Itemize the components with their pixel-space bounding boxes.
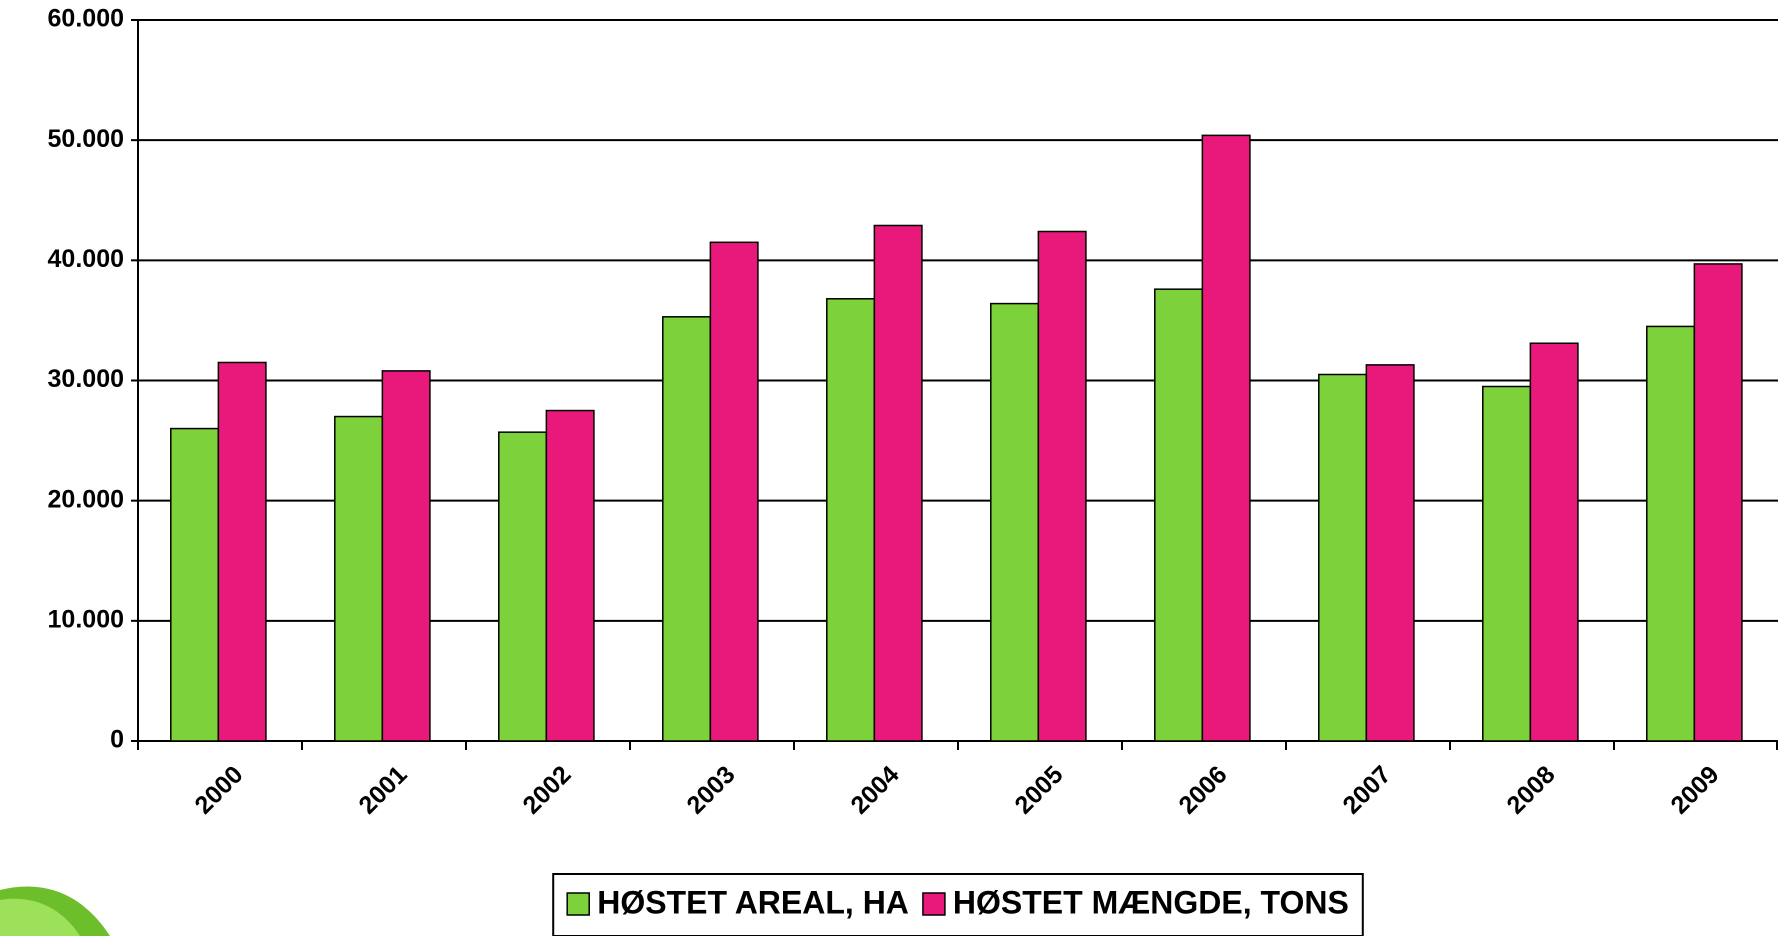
x-tick-label: 2005 — [1009, 760, 1068, 819]
y-tick-label: 30.000 — [48, 365, 124, 393]
y-tick-label: 40.000 — [48, 245, 124, 273]
bar — [218, 362, 266, 741]
y-tick-label: 60.000 — [48, 5, 124, 33]
legend-label: HØSTET MÆNGDE, TONS — [953, 884, 1349, 920]
bar — [827, 299, 875, 741]
bar — [1038, 231, 1086, 741]
legend-swatch — [567, 893, 589, 915]
y-tick-label: 10.000 — [48, 605, 124, 633]
bar — [1202, 135, 1250, 741]
chart: 0 10.000 20.000 30.000 40.000 50.000 60.000 200… — [0, 0, 1778, 936]
x-tick-label: 2009 — [1665, 760, 1724, 819]
bar — [335, 417, 383, 741]
bar — [874, 225, 922, 741]
x-tick-label: 2002 — [517, 760, 576, 819]
y-tick-label: 50.000 — [48, 125, 124, 153]
bar — [1694, 264, 1742, 741]
bar — [1530, 343, 1578, 741]
x-tick-label: 2007 — [1337, 760, 1396, 819]
y-tick-label: 0 — [110, 726, 124, 754]
bar — [1647, 326, 1695, 741]
bar — [710, 242, 758, 741]
x-tick-label: 2000 — [189, 760, 248, 819]
x-tick-label: 2001 — [353, 760, 412, 819]
x-tick-label: 2008 — [1501, 760, 1560, 819]
bar — [1155, 289, 1203, 741]
y-tick-label: 20.000 — [48, 485, 124, 513]
x-tick-label: 2004 — [845, 760, 904, 819]
legend-swatch — [923, 893, 945, 915]
bar — [1483, 387, 1531, 741]
x-tick-label: 2006 — [1173, 760, 1232, 819]
bar — [499, 432, 547, 741]
bar — [546, 411, 594, 741]
bar — [991, 304, 1039, 741]
bar — [1366, 365, 1414, 741]
legend-label: HØSTET AREAL, HA — [597, 884, 909, 920]
bar — [171, 429, 219, 741]
x-tick-label: 2003 — [681, 760, 740, 819]
bar — [382, 371, 430, 741]
legend: HØSTET AREAL, HA HØSTET MÆNGDE, TONS — [553, 874, 1363, 936]
bar — [1319, 374, 1367, 741]
bar — [663, 317, 711, 741]
